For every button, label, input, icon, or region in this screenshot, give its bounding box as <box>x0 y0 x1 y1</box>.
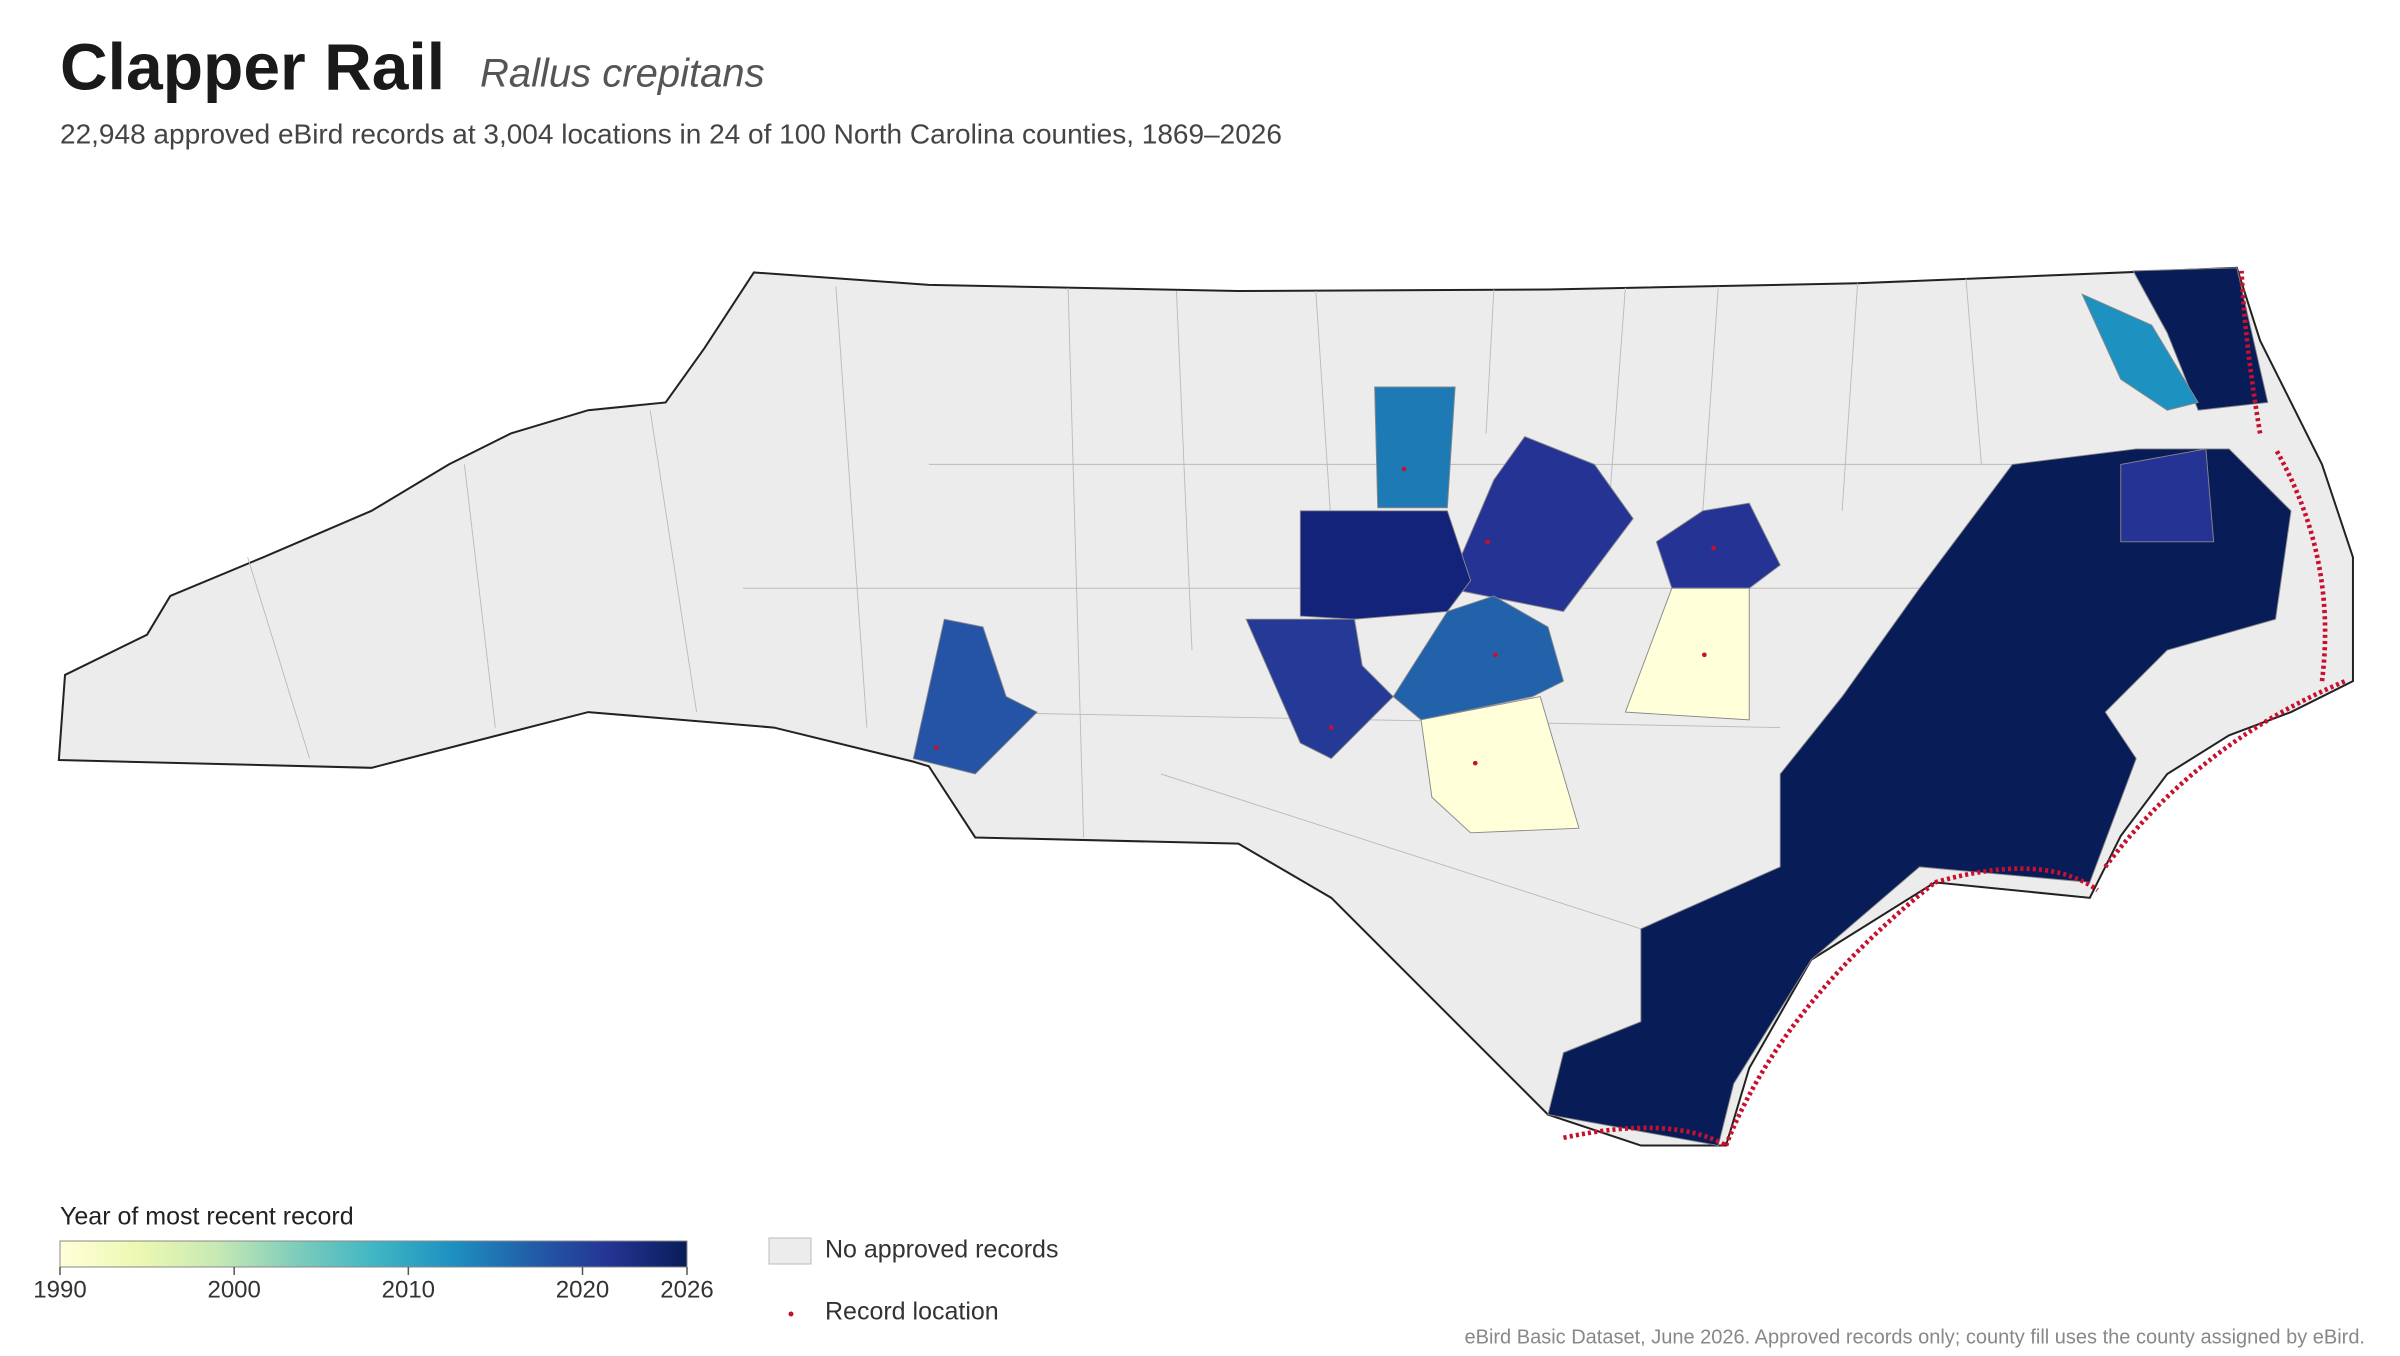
county-fill <box>1374 386 1456 509</box>
county-fill <box>1624 587 1750 721</box>
colorbar-title: Year of most recent record <box>60 1203 354 1231</box>
colorbar-tick-label: 1990 <box>33 1276 86 1303</box>
county-fill <box>1420 696 1580 834</box>
county-fill <box>2120 448 2215 543</box>
no-records-swatch <box>768 1237 812 1265</box>
source-note: eBird Basic Dataset, June 2026. Approved… <box>1464 1326 2365 1348</box>
subtitle: 22,948 approved eBird records at 3,004 l… <box>60 118 1282 149</box>
legend-label: Record location <box>825 1298 999 1326</box>
map <box>57 266 2354 1148</box>
legend-label: No approved records <box>825 1236 1058 1264</box>
colorbar-tick-label: 2010 <box>382 1276 435 1303</box>
colorbar-tick-label: 2026 <box>660 1276 713 1303</box>
record-counties <box>912 267 2292 1147</box>
county-fill <box>912 618 1038 775</box>
record-dots <box>934 270 2347 1148</box>
county-fill <box>2081 293 2199 411</box>
county-fill <box>2132 267 2269 411</box>
species-name: Rallus crepitans <box>480 52 765 96</box>
colorbar-ticks: 1990 2000 2010 2020 2026 <box>33 1267 714 1303</box>
record-swatch <box>788 1311 794 1317</box>
colorbar-tick-label: 2020 <box>556 1276 609 1303</box>
title: Clapper Rail <box>60 29 445 103</box>
county-fill <box>1299 510 1472 620</box>
county-fill <box>1547 448 2292 1147</box>
colorbar <box>59 1240 688 1268</box>
county-fill <box>1245 618 1394 760</box>
colorbar-tick-label: 2000 <box>207 1276 260 1303</box>
county-fill <box>1392 595 1565 721</box>
